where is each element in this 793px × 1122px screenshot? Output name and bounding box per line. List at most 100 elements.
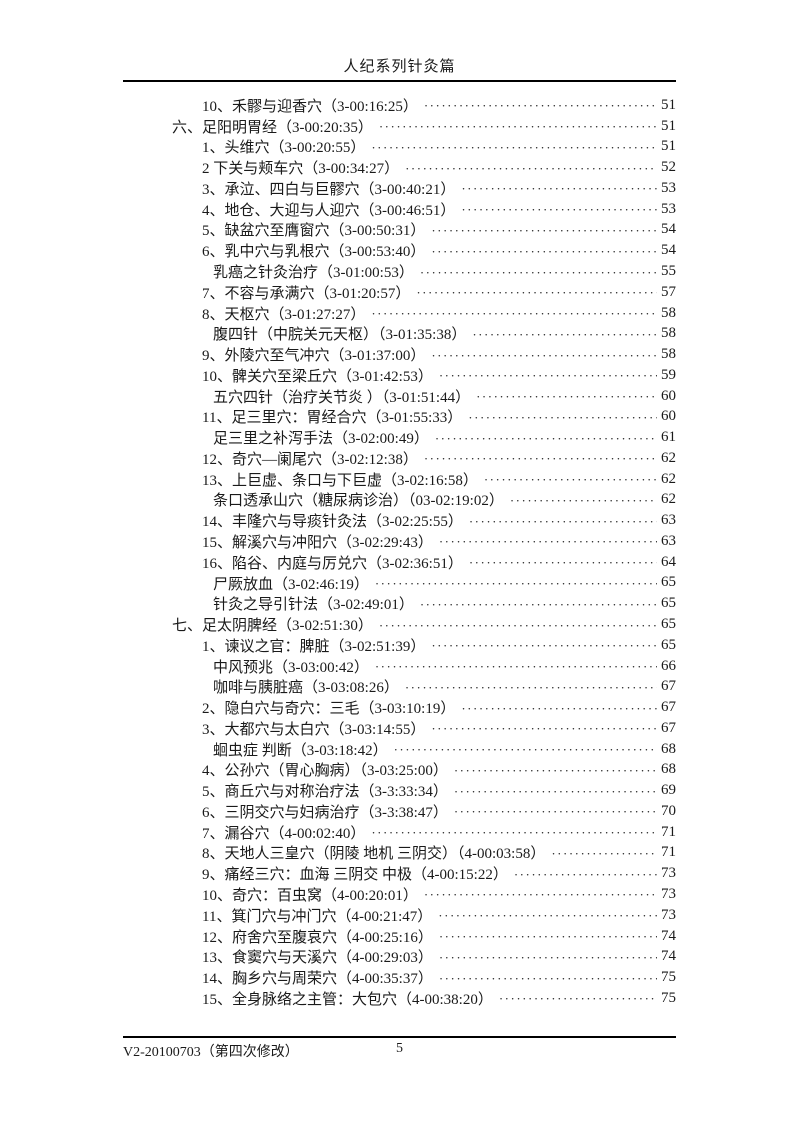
dot-leader xyxy=(371,825,657,841)
toc-entry[interactable]: 5、商丘穴与对称治疗法（3-3:33:34） 69 xyxy=(123,780,676,801)
toc-entry[interactable]: 2 下关与颊车穴（3-00:34:27） 52 xyxy=(123,157,676,178)
dot-leader xyxy=(438,908,657,924)
toc-entry[interactable]: 4、公孙穴（胃心胸病）（3-03:25:00） 68 xyxy=(123,760,676,781)
toc-entry[interactable]: 11、足三里穴：胃经合穴（3-01:55:33） 60 xyxy=(123,406,676,427)
toc-entry[interactable]: 3、承泣、四白与巨髎穴（3-00:40:21） 53 xyxy=(123,178,676,199)
toc-entry-page: 70 xyxy=(661,802,676,819)
toc-entry-page: 62 xyxy=(661,470,676,487)
dot-leader xyxy=(469,514,657,530)
dot-leader xyxy=(461,701,657,717)
toc-entry-page: 58 xyxy=(661,346,676,363)
toc-entry[interactable]: 五穴四针（治疗关节炎 ）（3-01:51:44） 60 xyxy=(123,386,676,407)
toc-entry-label: 1、头维穴（3-00:20:55） xyxy=(202,140,366,157)
toc-entry-page: 53 xyxy=(661,200,676,217)
toc-entry-page: 63 xyxy=(661,532,676,549)
toc-entry[interactable]: 条口透承山穴（糖尿病诊治）（03-02:19:02） 62 xyxy=(123,490,676,511)
toc-entry[interactable]: 14、丰隆穴与导痰针灸法（3-02:25:55） 63 xyxy=(123,510,676,531)
toc-entry[interactable]: 6、三阴交穴与妇病治疗（3-3:38:47） 70 xyxy=(123,801,676,822)
toc-entry-page: 55 xyxy=(661,263,676,279)
dot-leader xyxy=(484,472,657,488)
toc-entry[interactable]: 乳癌之针灸治疗（3-01:00:53） 55 xyxy=(123,261,676,282)
toc-entry[interactable]: 9、痛经三穴：血海 三阴交 中极（4-00:15:22） 73 xyxy=(123,863,676,884)
toc-entry[interactable]: 咖啡与胰脏癌（3-03:08:26） 67 xyxy=(123,676,676,697)
toc-entry[interactable]: 7、漏谷穴（4-00:02:40） 71 xyxy=(123,822,676,843)
toc-entry-page: 61 xyxy=(661,429,676,446)
toc-entry[interactable]: 9、外陵穴至气冲穴（3-01:37:00） 58 xyxy=(123,344,676,365)
toc-entry[interactable]: 5、缺盆穴至膺窗穴（3-00:50:31） 54 xyxy=(123,220,676,241)
toc-entry-page: 73 xyxy=(661,865,676,882)
toc-entry-page: 58 xyxy=(661,304,676,321)
toc-entry[interactable]: 13、上巨虚、条口与下巨虚（3-02:16:58） 62 xyxy=(123,469,676,490)
toc-entry[interactable]: 中风预兆（3-03:00:42） 66 xyxy=(123,656,676,677)
toc-entry[interactable]: 七、足太阴脾经（3-02:51:30） 65 xyxy=(123,614,676,635)
toc-entry-page: 63 xyxy=(661,512,676,529)
toc-entry-page: 64 xyxy=(661,553,676,570)
toc-entry-page: 68 xyxy=(661,761,676,778)
toc-entry-page: 75 xyxy=(661,969,676,986)
toc-entry[interactable]: 3、大都穴与太白穴（3-03:14:55） 67 xyxy=(123,718,676,739)
toc-entry[interactable]: 10、禾髎与迎香穴（3-00:16:25） 51 xyxy=(123,95,676,116)
toc-entry-label: 条口透承山穴（糖尿病诊治）（03-02:19:02） xyxy=(213,493,504,510)
dot-leader xyxy=(420,265,657,281)
toc-entry[interactable]: 16、陷谷、内庭与厉兑穴（3-02:36:51） 64 xyxy=(123,552,676,573)
dot-leader xyxy=(431,638,657,654)
toc-entry-label: 4、公孙穴（胃心胸病）（3-03:25:00） xyxy=(202,763,448,780)
dot-leader xyxy=(499,991,657,1007)
toc-entry-label: 足三里之补泻手法（3-02:00:49） xyxy=(213,431,429,448)
toc-entry-page: 52 xyxy=(661,159,676,176)
dot-leader xyxy=(375,576,657,592)
toc-entry[interactable]: 六、足阳明胃经（3-00:20:35） 51 xyxy=(123,116,676,137)
dot-leader xyxy=(405,161,657,177)
toc-entry[interactable]: 4、地仓、大迎与人迎穴（3-00:46:51） 53 xyxy=(123,199,676,220)
toc-entry[interactable]: 6、乳中穴与乳根穴（3-00:53:40） 54 xyxy=(123,240,676,261)
dot-leader xyxy=(416,285,657,301)
toc-entry[interactable]: 10、奇穴：百虫窝（4-00:20:01） 73 xyxy=(123,884,676,905)
toc-entry[interactable]: 蛔虫症 判断（3-03:18:42） 68 xyxy=(123,739,676,760)
dot-leader xyxy=(424,887,657,903)
toc-entry[interactable]: 尸厥放血（3-02:46:19） 65 xyxy=(123,573,676,594)
dot-leader xyxy=(435,431,657,447)
toc-entry[interactable]: 足三里之补泻手法（3-02:00:49） 61 xyxy=(123,427,676,448)
toc-entry[interactable]: 14、胸乡穴与周荣穴（4-00:35:37） 75 xyxy=(123,967,676,988)
toc-entry[interactable]: 8、天地人三皇穴（阴陵 地机 三阴交）（4-00:03:58） 71 xyxy=(123,843,676,864)
header-title: 人纪系列针灸篇 xyxy=(343,59,456,75)
toc-entry-page: 59 xyxy=(661,366,676,383)
toc-entry-label: 六、足阳明胃经（3-00:20:35） xyxy=(172,119,373,136)
toc-entry[interactable]: 13、食窦穴与天溪穴（4-00:29:03） 74 xyxy=(123,946,676,967)
toc-entry[interactable]: 8、天枢穴（3-01:27:27） 58 xyxy=(123,303,676,324)
dot-leader xyxy=(424,451,657,467)
toc-entry-label: 蛔虫症 判断（3-03:18:42） xyxy=(213,742,388,759)
toc-entry-label: 7、不容与承满穴（3-01:20:57） xyxy=(202,285,411,302)
toc-entry-page: 54 xyxy=(661,242,676,259)
toc-entry[interactable]: 12、府舍穴至腹哀穴（4-00:25:16） 74 xyxy=(123,926,676,947)
dot-leader xyxy=(431,244,657,260)
toc-entry-label: 10、髀关穴至梁丘穴（3-01:42:53） xyxy=(202,368,433,385)
toc-entry-page: 75 xyxy=(661,989,676,1006)
toc-entry-label: 8、天地人三皇穴（阴陵 地机 三阴交）（4-00:03:58） xyxy=(202,846,546,863)
toc-entry[interactable]: 2、隐白穴与奇穴：三毛（3-03:10:19） 67 xyxy=(123,697,676,718)
toc-entry-page: 60 xyxy=(661,387,676,404)
page-header: 人纪系列针灸篇 xyxy=(123,55,676,82)
page-footer: V2-20100703（第四次修改） 5 xyxy=(123,1036,676,1061)
toc-entry-label: 12、府舍穴至腹哀穴（4-00:25:16） xyxy=(202,929,433,946)
toc-entry[interactable]: 15、全身脉络之主管：大包穴（4-00:38:20） 75 xyxy=(123,988,676,1009)
toc-entry-page: 51 xyxy=(661,138,676,155)
dot-leader xyxy=(454,804,657,820)
toc-entry-page: 57 xyxy=(661,283,676,300)
toc-entry[interactable]: 1、谏议之官：脾脏（3-02:51:39） 65 xyxy=(123,635,676,656)
toc-entry-label: 10、禾髎与迎香穴（3-00:16:25） xyxy=(202,98,418,115)
toc-entry-label: 12、奇穴—阑尾穴（3-02:12:38） xyxy=(202,451,418,468)
toc-entry[interactable]: 12、奇穴—阑尾穴（3-02:12:38） 62 xyxy=(123,448,676,469)
toc-entry[interactable]: 腹四针（中脘关元天枢）（3-01:35:38） 58 xyxy=(123,323,676,344)
toc-entry-page: 51 xyxy=(661,96,676,113)
toc-entry[interactable]: 15、解溪穴与冲阳穴（3-02:29:43） 63 xyxy=(123,531,676,552)
toc-entry[interactable]: 11、箕门穴与冲门穴（4-00:21:47） 73 xyxy=(123,905,676,926)
toc-entry[interactable]: 7、不容与承满穴（3-01:20:57） 57 xyxy=(123,282,676,303)
toc-entry[interactable]: 针灸之导引针法（3-02:49:01） 65 xyxy=(123,593,676,614)
toc-entry-page: 74 xyxy=(661,948,676,965)
dot-leader xyxy=(424,98,657,114)
toc-entry[interactable]: 10、髀关穴至梁丘穴（3-01:42:53） 59 xyxy=(123,365,676,386)
toc-entry-page: 58 xyxy=(661,325,676,342)
dot-leader xyxy=(431,721,657,737)
toc-entry[interactable]: 1、头维穴（3-00:20:55） 51 xyxy=(123,137,676,158)
